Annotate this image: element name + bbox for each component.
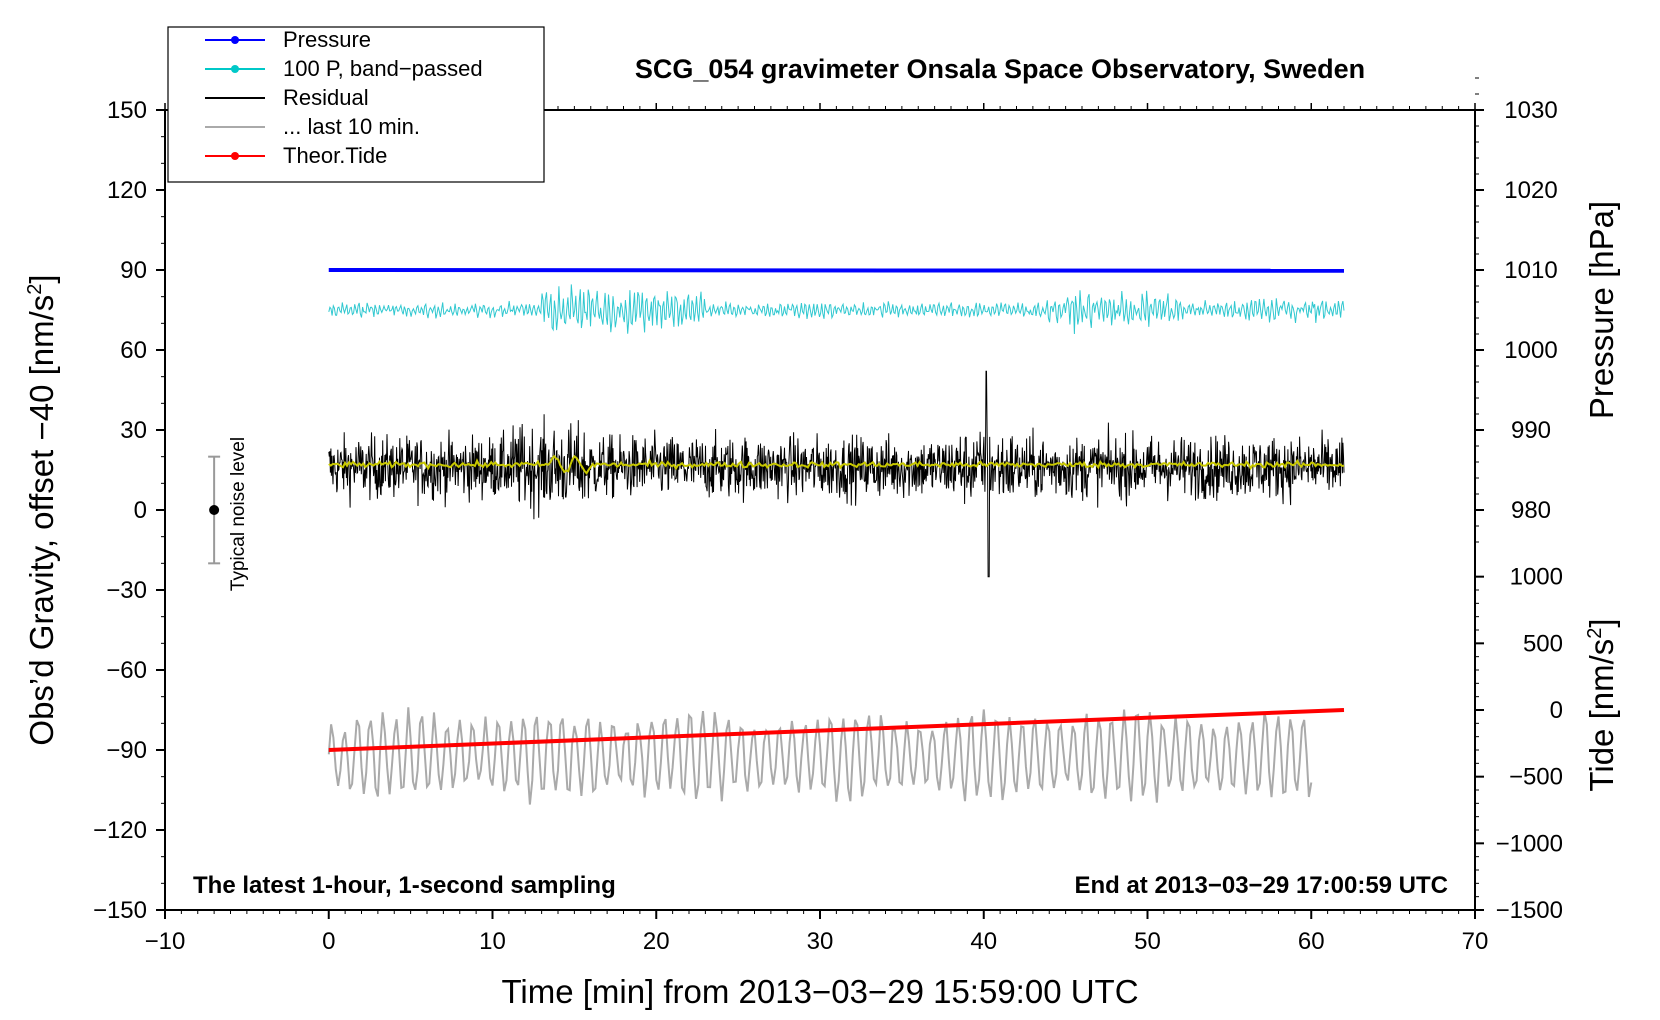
tide-tick-label: −1000 [1496, 830, 1563, 857]
legend-label: Pressure [283, 27, 371, 52]
x-axis-label: Time [min] from 2013−03−29 15:59:00 UTC [501, 973, 1138, 1010]
x-tick-label: 10 [479, 928, 506, 955]
y-tick-label: −90 [106, 737, 147, 764]
y-axis-pressure-label: Pressure [hPa] [1583, 201, 1620, 419]
x-tick-label: 60 [1298, 928, 1325, 955]
x-tick-label: 30 [807, 928, 834, 955]
pressure-tick-label: 1000 [1504, 337, 1557, 364]
y-tick-label: −60 [106, 657, 147, 684]
y-tick-label: 150 [107, 97, 147, 124]
legend-swatch-marker [231, 36, 239, 44]
y-tick-label: 90 [120, 257, 147, 284]
x-tick-label: 50 [1134, 928, 1161, 955]
y-tick-label: 30 [120, 417, 147, 444]
annotation-sampling: The latest 1-hour, 1-second sampling [193, 872, 616, 899]
x-tick-label: −10 [145, 928, 186, 955]
x-tick-label: 20 [643, 928, 670, 955]
legend-label: ... last 10 min. [283, 114, 420, 139]
y-axis-pressure: 1030 1020 1010 1000 990 980 [1475, 77, 1558, 543]
legend-swatch-marker [231, 152, 239, 160]
legend-entry: ... last 10 min. [205, 114, 420, 139]
noise-bar-dot [209, 505, 220, 515]
tide-tick-label: 1000 [1510, 564, 1563, 591]
pressure-tick-label: 1030 [1504, 97, 1557, 124]
x-axis: −10 0 10 20 30 40 50 60 70 [145, 103, 1489, 955]
pressure-tick-label: 990 [1511, 417, 1551, 444]
y-tick-label: 0 [134, 497, 147, 524]
legend-entry: Residual [205, 85, 369, 110]
pressure-tick-label: 1020 [1504, 177, 1557, 204]
y-axis-left-label-text: Obs’d Gravity, offset −40 [nm/s [23, 295, 60, 746]
y-axis-left-label-close: ] [23, 274, 60, 283]
y-axis-left: 150 120 90 60 30 0 −30 −60 −90 −120 −150 [93, 97, 165, 924]
tide-tick-label: −500 [1509, 764, 1563, 791]
residual-line [328, 370, 1345, 578]
legend-label: Theor.Tide [283, 143, 387, 168]
tide-tick-label: −1500 [1496, 897, 1563, 924]
tide-tick-label: 0 [1550, 697, 1563, 724]
y-axis-tide-label-sup: 2 [1584, 628, 1606, 639]
legend-entry: Theor.Tide [205, 143, 387, 168]
y-axis-tide-label-close: ] [1583, 618, 1620, 627]
legend: Pressure 100 P, band−passed Residual ... la… [167, 26, 545, 183]
y-axis-left-label-sup: 2 [24, 284, 46, 295]
pressure-tick-label: 980 [1511, 497, 1551, 524]
legend-swatch-marker [231, 65, 239, 73]
annotation-end-time: End at 2013−03−29 17:00:59 UTC [1074, 872, 1448, 899]
y-tick-label: 60 [120, 337, 147, 364]
y-tick-label: 120 [107, 177, 147, 204]
x-tick-label: 0 [322, 928, 335, 955]
noise-level-label: Typical noise level [228, 437, 249, 591]
y-axis-tide-label-text: Tide [nm/s [1583, 639, 1620, 792]
y-tick-label: −120 [93, 817, 147, 844]
legend-entry: 100 P, band−passed [205, 56, 483, 81]
chart-title: SCG_054 gravimeter Onsala Space Observat… [635, 54, 1365, 84]
pressure-line [328, 268, 1345, 273]
series-layer [327, 268, 1345, 805]
x-tick-label: 70 [1462, 928, 1489, 955]
y-tick-label: −150 [93, 897, 147, 924]
theoretical-tide-line [328, 708, 1345, 752]
x-tick-label: 40 [970, 928, 997, 955]
y-axis-tide: 1000 500 0 −500 −1000 −1500 [1475, 564, 1563, 924]
legend-label: 100 P, band−passed [283, 56, 483, 81]
residual-smoothed-line [328, 454, 1345, 475]
bandpassed-pressure-line [328, 284, 1345, 335]
y-axis-left-label: Obs’d Gravity, offset −40 [nm/s2] [23, 274, 60, 745]
noise-level-indicator: Typical noise level [208, 437, 249, 591]
last-10-min-line [327, 707, 1313, 805]
pressure-tick-label: 1010 [1504, 257, 1557, 284]
y-tick-label: −30 [106, 577, 147, 604]
legend-label: Residual [283, 85, 369, 110]
tide-tick-label: 500 [1523, 630, 1563, 657]
y-axis-tide-label: Tide [nm/s2] [1583, 618, 1620, 791]
legend-entry: Pressure [205, 27, 371, 52]
